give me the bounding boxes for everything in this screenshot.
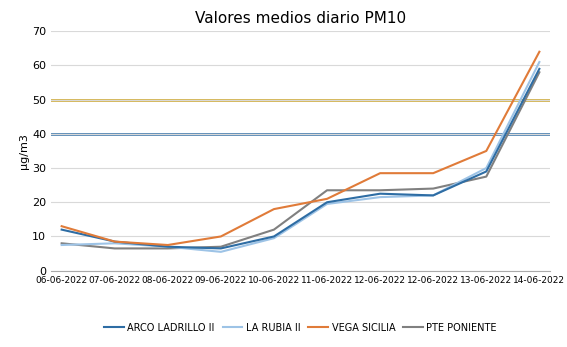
LA RUBIA II — [218, 250, 225, 254]
ARCO LADRILLO II — [218, 246, 225, 251]
PTE PONIENTE — [111, 246, 118, 251]
PTE PONIENTE — [324, 188, 331, 192]
Line: LA RUBIA II: LA RUBIA II — [62, 62, 539, 252]
PTE PONIENTE — [218, 245, 225, 249]
LA RUBIA II — [376, 195, 383, 199]
PTE PONIENTE — [483, 175, 490, 179]
LA RUBIA II — [270, 236, 277, 240]
LA RUBIA II — [164, 245, 171, 249]
ARCO LADRILLO II — [58, 228, 65, 232]
ARCO LADRILLO II — [164, 245, 171, 249]
Y-axis label: µg/m3: µg/m3 — [19, 133, 29, 169]
VEGA SICILIA — [111, 239, 118, 244]
ARCO LADRILLO II — [324, 200, 331, 204]
PTE PONIENTE — [270, 228, 277, 232]
PTE PONIENTE — [164, 246, 171, 251]
PTE PONIENTE — [430, 186, 437, 191]
VEGA SICILIA — [58, 224, 65, 228]
LA RUBIA II — [430, 193, 437, 197]
LA RUBIA II — [483, 166, 490, 170]
ARCO LADRILLO II — [376, 192, 383, 196]
PTE PONIENTE — [58, 241, 65, 245]
ARCO LADRILLO II — [270, 234, 277, 238]
VEGA SICILIA — [483, 149, 490, 153]
ARCO LADRILLO II — [483, 169, 490, 174]
VEGA SICILIA — [430, 171, 437, 175]
LA RUBIA II — [536, 60, 543, 64]
LA RUBIA II — [111, 241, 118, 245]
ARCO LADRILLO II — [111, 239, 118, 244]
LA RUBIA II — [324, 202, 331, 206]
ARCO LADRILLO II — [430, 193, 437, 197]
VEGA SICILIA — [536, 50, 543, 54]
VEGA SICILIA — [218, 234, 225, 238]
VEGA SICILIA — [324, 197, 331, 201]
Line: VEGA SICILIA: VEGA SICILIA — [62, 52, 539, 245]
VEGA SICILIA — [376, 171, 383, 175]
LA RUBIA II — [58, 243, 65, 247]
Line: ARCO LADRILLO II: ARCO LADRILLO II — [62, 69, 539, 248]
Line: PTE PONIENTE: PTE PONIENTE — [62, 72, 539, 248]
VEGA SICILIA — [164, 243, 171, 247]
VEGA SICILIA — [270, 207, 277, 211]
Legend: ARCO LADRILLO II, LA RUBIA II, VEGA SICILIA, PTE PONIENTE: ARCO LADRILLO II, LA RUBIA II, VEGA SICI… — [100, 319, 501, 336]
ARCO LADRILLO II — [536, 67, 543, 71]
PTE PONIENTE — [536, 70, 543, 74]
PTE PONIENTE — [376, 188, 383, 192]
Title: Valores medios diario PM10: Valores medios diario PM10 — [195, 11, 406, 26]
